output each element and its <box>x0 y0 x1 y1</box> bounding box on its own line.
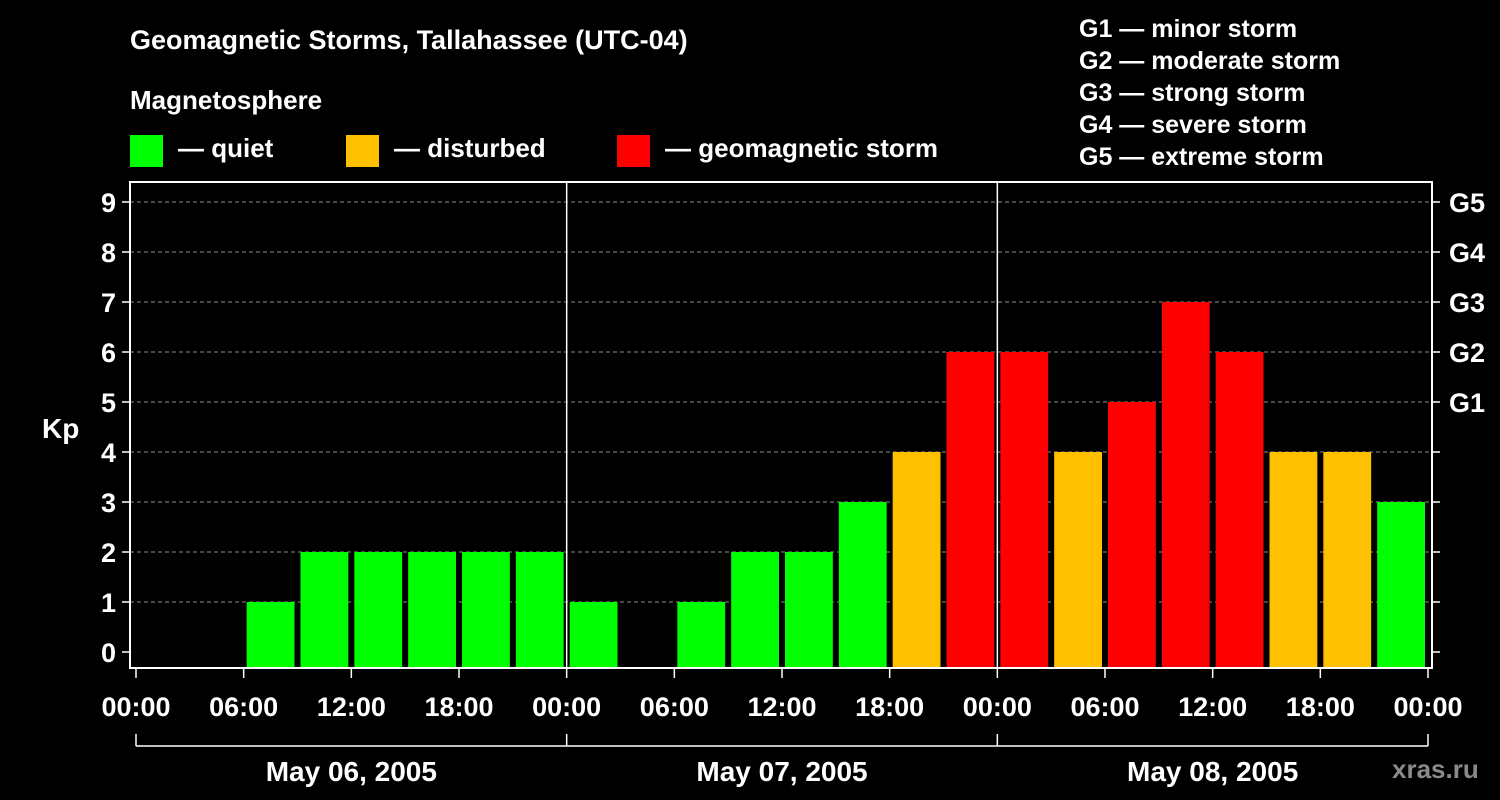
kp-bar <box>1000 352 1049 668</box>
legend-swatch-storm <box>617 135 650 167</box>
x-tick-label: 12:00 <box>317 692 386 722</box>
y-tick-label: 7 <box>101 288 116 318</box>
x-tick-label: 00:00 <box>963 692 1032 722</box>
kp-bar <box>569 602 618 668</box>
y-tick-label: 2 <box>101 538 116 568</box>
kp-bar <box>1269 452 1318 668</box>
g-level-label: G4 <box>1449 238 1485 268</box>
plot-area: 0 1 2 3 4 5 6 7 8 9 G1 G2 G3 G4 G5 00:00 06:00 12:00 18:00… <box>101 181 1485 787</box>
kp-bar <box>892 452 941 668</box>
legend: — quiet — disturbed — geomagnetic storm <box>130 133 938 167</box>
kp-bar <box>1161 302 1210 668</box>
y-tick-label: 0 <box>101 638 116 668</box>
g-scale-legend: G1 — minor storm G2 — moderate storm G3 … <box>1079 15 1340 171</box>
kp-bar <box>785 552 833 668</box>
kp-bar <box>246 602 295 668</box>
x-tick-label: 00:00 <box>1393 692 1462 722</box>
y-tick-label: 1 <box>101 588 116 618</box>
legend-label-disturbed: — disturbed <box>394 133 546 163</box>
x-tick-label: 12:00 <box>1178 692 1247 722</box>
x-tick-label: 12:00 <box>747 692 816 722</box>
kp-bar <box>354 552 403 668</box>
g-scale-g2: G2 — moderate storm <box>1079 47 1340 75</box>
x-tick-label: 00:00 <box>532 692 601 722</box>
g-scale-g4: G4 — severe storm <box>1079 111 1307 139</box>
x-tick-label: 06:00 <box>209 692 278 722</box>
legend-swatch-disturbed <box>346 135 379 167</box>
kp-bar <box>462 552 510 668</box>
kp-bar <box>1323 452 1372 668</box>
kp-bar <box>1377 502 1425 668</box>
x-tick-label: 18:00 <box>1286 692 1355 722</box>
x-tick-label: 06:00 <box>1070 692 1139 722</box>
y-tick-label: 6 <box>101 338 116 368</box>
date-label: May 06, 2005 <box>266 756 437 787</box>
kp-bar <box>515 552 564 668</box>
kp-bar <box>300 552 349 668</box>
legend-label-storm: — geomagnetic storm <box>665 133 938 163</box>
y-tick-label: 9 <box>101 188 116 218</box>
y-tick-label: 3 <box>101 488 116 518</box>
legend-title: Magnetosphere <box>130 85 322 115</box>
kp-bar <box>677 602 726 668</box>
g-level-label: G2 <box>1449 338 1485 368</box>
kp-bar <box>946 352 995 668</box>
g-level-label: G5 <box>1449 188 1485 218</box>
g-scale-g5: G5 — extreme storm <box>1079 143 1324 171</box>
legend-label-quiet: — quiet <box>178 133 274 163</box>
g-scale-g1: G1 — minor storm <box>1079 15 1297 43</box>
date-label: May 08, 2005 <box>1127 756 1298 787</box>
kp-bar <box>1215 352 1264 668</box>
g-scale-g3: G3 — strong storm <box>1079 79 1305 107</box>
legend-swatch-quiet <box>130 135 163 167</box>
kp-bar <box>1054 452 1102 668</box>
kp-bar <box>838 502 887 668</box>
watermark: xras.ru <box>1392 754 1479 784</box>
y-tick-label: 5 <box>101 388 116 418</box>
kp-bar <box>1108 402 1156 668</box>
x-tick-label: 18:00 <box>424 692 493 722</box>
g-level-label: G1 <box>1449 388 1485 418</box>
chart-title: Geomagnetic Storms, Tallahassee (UTC-04) <box>130 25 688 55</box>
y-tick-label: 4 <box>101 438 116 468</box>
x-tick-label: 00:00 <box>101 692 170 722</box>
g-level-label: G3 <box>1449 288 1485 318</box>
x-tick-label: 06:00 <box>640 692 709 722</box>
date-label: May 07, 2005 <box>696 756 867 787</box>
kp-bar <box>731 552 779 668</box>
kp-bar <box>408 552 456 668</box>
y-tick-label: 8 <box>101 238 116 268</box>
plot-frame <box>129 181 1433 669</box>
y-axis-label: Kp <box>42 413 79 444</box>
x-tick-label: 18:00 <box>855 692 924 722</box>
